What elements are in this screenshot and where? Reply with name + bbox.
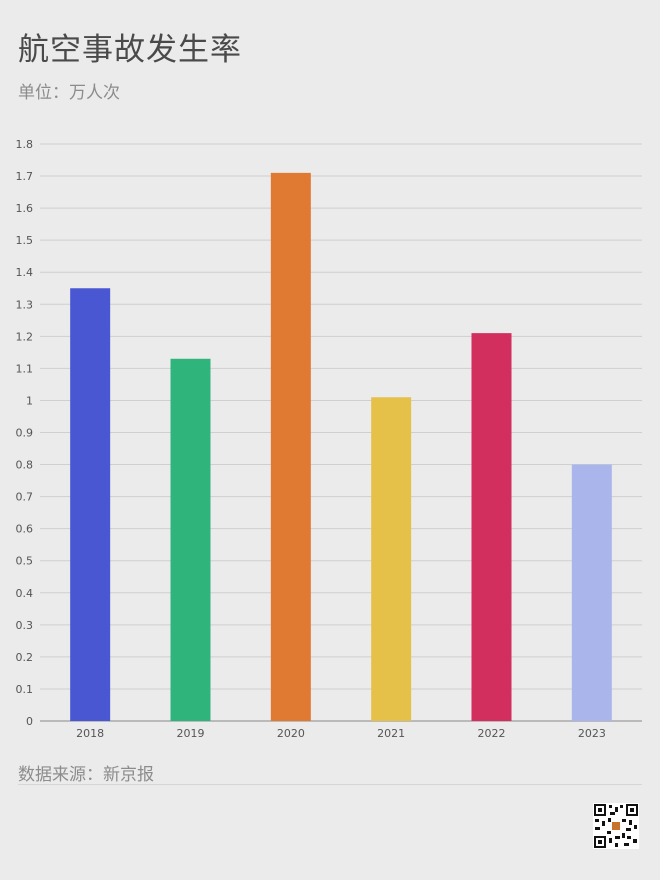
y-tick-label: 0.8: [16, 459, 34, 472]
y-tick-label: 0.4: [16, 587, 34, 600]
bar-2022: [471, 333, 512, 721]
bar-2023: [571, 464, 612, 721]
y-tick-label: 1.4: [16, 266, 34, 279]
y-tick-label: 0.5: [16, 555, 34, 568]
y-tick-label: 1: [26, 394, 33, 407]
data-source: 数据来源：新京报: [18, 765, 154, 785]
bar-2020: [270, 172, 311, 722]
x-tick-label: 2021: [377, 727, 405, 740]
y-tick-label: 1.5: [16, 234, 34, 247]
y-tick-label: 0.6: [16, 523, 34, 536]
y-tick-label: 0: [26, 715, 33, 728]
x-tick-label: 2019: [177, 727, 205, 740]
y-tick-label: 0.2: [16, 651, 34, 664]
bar-2021: [371, 397, 412, 721]
y-tick-label: 0.9: [16, 427, 34, 440]
chart-subtitle: 单位：万人次: [18, 83, 120, 103]
y-tick-label: 0.1: [16, 683, 34, 696]
bar-2019: [170, 358, 211, 721]
y-tick-label: 0.7: [16, 491, 34, 504]
x-tick-label: 2018: [76, 727, 104, 740]
y-tick-label: 1.2: [16, 330, 34, 343]
y-tick-label: 1.3: [16, 298, 34, 311]
y-tick-label: 1.8: [16, 138, 34, 151]
y-tick-label: 1.6: [16, 202, 34, 215]
bar-2018: [70, 288, 111, 721]
y-tick-label: 1.1: [16, 362, 34, 375]
chart-title: 航空事故发生率: [18, 32, 242, 68]
x-tick-label: 2020: [277, 727, 305, 740]
x-tick-label: 2022: [478, 727, 506, 740]
y-tick-label: 0.3: [16, 619, 34, 632]
qr-code-icon: [593, 803, 639, 849]
source-divider: [18, 784, 642, 785]
y-tick-label: 1.7: [16, 170, 34, 183]
bar-chart: 0 0.1 0.2 0.3 0.4 0.5 0.6 0.7 0.8 0.9 1 1.1 1.2 1.3 1.…: [16, 138, 642, 740]
x-tick-label: 2023: [578, 727, 606, 740]
